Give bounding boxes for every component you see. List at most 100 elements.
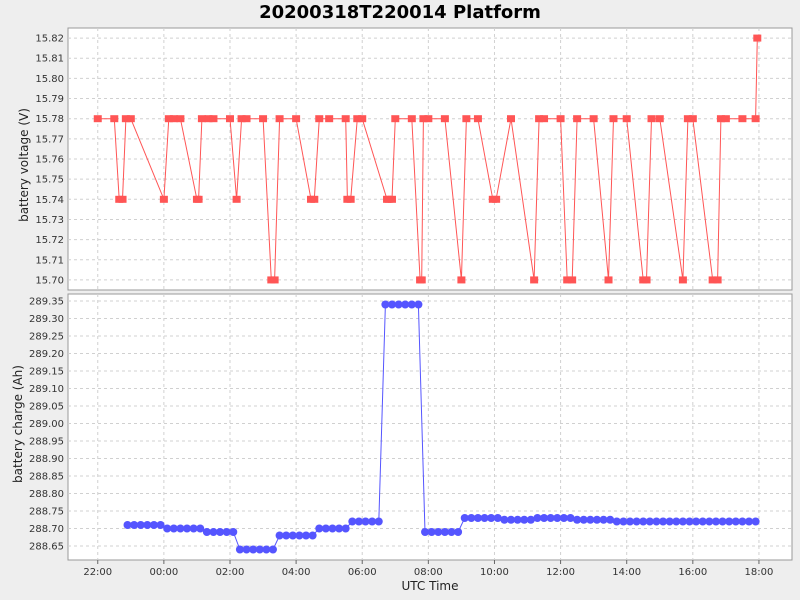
x-tick-label: 06:00 xyxy=(348,567,377,578)
charge-y-tick-label: 289.15 xyxy=(29,367,64,378)
voltage-point xyxy=(506,115,515,123)
voltage-point xyxy=(683,115,692,123)
voltage-point xyxy=(387,195,396,203)
charge-point xyxy=(526,515,535,524)
voltage-point xyxy=(642,276,651,284)
charge-point xyxy=(506,515,515,524)
charge-point xyxy=(553,514,562,522)
charge-point xyxy=(626,517,635,526)
voltage-point xyxy=(419,115,428,123)
voltage-point xyxy=(209,115,218,123)
voltage-point xyxy=(341,115,350,123)
charge-point xyxy=(725,517,734,526)
charge-point xyxy=(136,521,145,529)
charge-point xyxy=(454,528,463,536)
voltage-point xyxy=(540,115,549,123)
voltage-point xyxy=(713,276,722,284)
charge-point xyxy=(606,515,615,524)
charge-point xyxy=(130,521,139,529)
charge-y-tick-label: 289.05 xyxy=(29,402,64,413)
charge-y-tick-label: 289.20 xyxy=(29,349,64,360)
charge-y-tick-label: 288.70 xyxy=(29,524,64,535)
charge-point xyxy=(513,515,522,524)
charge-point xyxy=(308,531,317,540)
voltage-y-tick-label: 15.75 xyxy=(35,175,64,186)
voltage-point xyxy=(417,276,426,284)
voltage-point xyxy=(604,276,613,284)
charge-point xyxy=(698,517,707,526)
charge-point xyxy=(434,528,443,536)
x-axis-label: UTC Time xyxy=(402,579,459,593)
charge-point xyxy=(592,515,601,524)
charge-point xyxy=(321,524,330,533)
voltage-axis-label: battery voltage (V) xyxy=(17,108,31,222)
charge-point xyxy=(262,545,271,554)
charge-point xyxy=(473,514,482,522)
x-tick-label: 12:00 xyxy=(546,567,575,578)
voltage-point xyxy=(93,115,102,123)
voltage-point xyxy=(609,115,618,123)
charge-point xyxy=(255,545,264,554)
voltage-point xyxy=(708,276,717,284)
x-tick-label: 14:00 xyxy=(612,567,641,578)
charge-point xyxy=(493,514,502,522)
charge-point xyxy=(143,521,152,529)
charge-point xyxy=(645,517,654,526)
voltage-point xyxy=(678,276,687,284)
voltage-point xyxy=(242,115,251,123)
voltage-point xyxy=(457,276,466,284)
voltage-point xyxy=(535,115,544,123)
charge-point xyxy=(711,517,720,526)
charge-y-tick-label: 289.35 xyxy=(29,297,64,308)
charge-y-tick-label: 289.10 xyxy=(29,384,64,395)
charge-point xyxy=(427,528,436,536)
charge-point xyxy=(183,524,192,533)
charge-point xyxy=(440,528,449,536)
charge-point xyxy=(242,545,251,554)
charge-point xyxy=(394,300,403,309)
voltage-point xyxy=(164,115,173,123)
charge-point xyxy=(619,517,628,526)
charge-y-tick-label: 288.85 xyxy=(29,472,64,483)
charge-plot-area xyxy=(67,293,793,561)
charge-plot: 288.65 288.70 288.75 288.80 288.85 288.90 288.… xyxy=(29,294,792,560)
charge-point xyxy=(209,528,218,536)
charge-point xyxy=(407,300,416,309)
x-tick-label: 00:00 xyxy=(149,567,178,578)
voltage-point xyxy=(270,276,279,284)
charge-point xyxy=(520,515,529,524)
charge-point xyxy=(348,517,357,526)
charge-point xyxy=(235,545,244,554)
charge-point xyxy=(229,528,238,536)
charge-point xyxy=(295,531,304,540)
voltage-point xyxy=(121,115,130,123)
voltage-point xyxy=(568,276,577,284)
voltage-point xyxy=(310,195,319,203)
x-tick-label: 02:00 xyxy=(216,567,245,578)
charge-y-tick-label: 288.75 xyxy=(29,507,64,518)
voltage-point xyxy=(462,115,471,123)
voltage-point xyxy=(358,115,367,123)
charge-point xyxy=(275,531,284,540)
voltage-point xyxy=(721,115,730,123)
charge-point xyxy=(685,517,694,526)
voltage-point xyxy=(197,115,206,123)
voltage-point xyxy=(176,115,185,123)
charge-point xyxy=(302,531,311,540)
voltage-y-tick-label: 15.79 xyxy=(35,94,64,105)
charge-point xyxy=(751,517,760,526)
charge-point xyxy=(487,514,496,522)
charge-point xyxy=(573,515,582,524)
charge-point xyxy=(361,517,370,526)
x-tick-label: 04:00 xyxy=(282,567,311,578)
voltage-point xyxy=(232,195,241,203)
charge-y-tick-label: 288.65 xyxy=(29,542,64,553)
voltage-point xyxy=(259,115,268,123)
voltage-point xyxy=(275,115,284,123)
voltage-plot: 15.70 15.71 15.72 15.73 15.74 15.75 15.76 15.77… xyxy=(35,28,792,290)
voltage-point xyxy=(159,195,168,203)
charge-y-tick-label: 289.30 xyxy=(29,314,64,325)
voltage-point xyxy=(655,115,664,123)
charge-point xyxy=(566,514,575,522)
charge-point xyxy=(639,517,648,526)
